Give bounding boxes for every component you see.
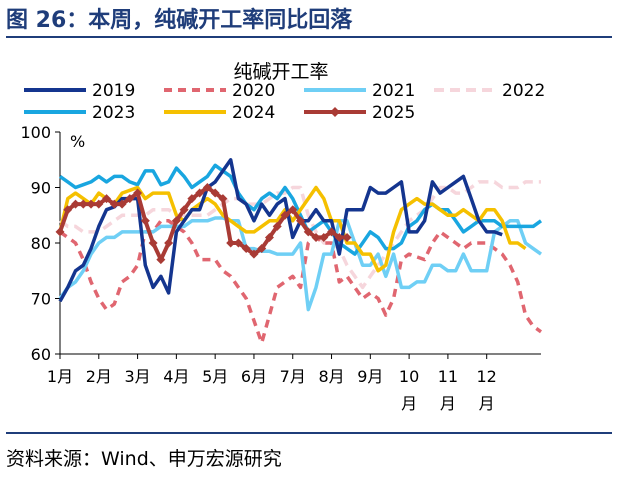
data-point-2025 [78,199,88,209]
data-point-2025 [233,238,243,248]
series-layer [55,158,543,345]
x-tick-label: 8月 [318,367,344,386]
legend-item-2020: 2020 [164,81,275,101]
x-tick-label: 4月 [163,367,189,386]
y-unit-label: % [70,132,85,151]
data-point-2025 [218,194,228,204]
legend-label-2024: 2024 [232,103,275,123]
legend-marker-2025 [330,107,340,117]
x-tick-label: 11 月 [438,367,458,413]
data-point-2025 [280,210,290,220]
legend-label-2021: 2021 [372,81,415,101]
data-point-2025 [257,244,267,254]
data-point-2025 [303,227,313,237]
series-line-2023 [58,163,543,256]
data-point-2025 [187,194,197,204]
data-point-2025 [288,205,298,215]
data-point-2025 [156,255,166,265]
legend-label-2022: 2022 [502,81,545,101]
y-tick-label: 100 [20,123,51,142]
x-tick-label: 10 月 [399,367,419,413]
data-point-2025 [164,238,174,248]
x-tick-label: 7月 [280,367,306,386]
data-point-2025 [102,194,112,204]
data-point-2025 [171,216,181,226]
data-point-2025 [86,199,96,209]
data-point-2025 [249,249,259,259]
legend: 2019 2020 2021 2022 2023 2024 2025 [24,81,545,123]
data-point-2025 [148,238,158,248]
legend-item-2023: 2023 [24,103,135,123]
series-line-2021 [58,216,543,312]
series-line-2024 [58,185,527,273]
y-tick-label: 90 [31,179,51,198]
y-tick-label: 70 [31,290,51,309]
data-point-2025 [272,221,282,231]
data-point-2025 [55,227,65,237]
data-point-2025 [117,199,127,209]
legend-label-2019: 2019 [92,81,135,101]
bottom-rule [6,432,612,434]
data-point-2025 [140,216,150,226]
data-point-2025 [195,188,205,198]
legend-item-2025: 2025 [304,103,415,123]
data-point-2025 [202,183,212,192]
x-tick-label: 9月 [357,367,383,386]
chart-title: 纯碱开工率 [233,61,328,83]
legend-label-2025: 2025 [372,103,415,123]
line-chart: 纯碱开工率 2019 2020 2021 2022 2023 2024 2025 % 60 7… [20,61,545,413]
legend-item-2022: 2022 [434,81,545,101]
y-tick-label: 60 [31,345,51,364]
source-note: 资料来源：Wind、申万宏源研究 [6,448,282,470]
data-point-2025 [327,227,337,237]
x-tick-label: 5月 [202,367,228,386]
legend-item-2021: 2021 [304,81,415,101]
data-point-2025 [264,232,274,242]
data-point-2025 [296,216,305,226]
data-point-2025 [179,205,189,215]
data-point-2025 [241,244,251,254]
legend-label-2023: 2023 [92,103,135,123]
data-point-2025 [71,199,81,209]
x-tick-label: 2月 [86,367,112,386]
data-point-2025 [133,188,143,198]
data-point-2025 [109,199,119,209]
legend-item-2024: 2024 [164,103,275,123]
y-tick-label: 80 [31,234,51,253]
data-point-2025 [311,232,321,242]
x-tick-label: 1月 [47,367,73,386]
data-point-2025 [63,205,73,215]
data-point-2025 [94,199,104,209]
figure-title: 图 26：本周，纯碱开工率同比回落 [6,8,353,33]
data-point-2025 [334,232,344,242]
legend-item-2019: 2019 [24,81,135,101]
x-tick-label: 12 月 [477,367,497,413]
data-point-2025 [210,188,220,198]
data-point-2025 [226,238,236,248]
axes: 60 70 80 90 100 1月 2月 3月 4月 5月 6月 7月 8月 9月 10 月 11 月 12 月 [20,123,541,413]
data-point-2025 [125,194,135,204]
data-point-2025 [342,232,352,242]
top-rule [6,36,612,38]
x-tick-label: 3月 [124,367,150,386]
series-line-2020 [58,219,543,345]
data-point-2025 [319,232,329,242]
x-tick-label: 6月 [241,367,267,386]
legend-label-2020: 2020 [232,81,275,101]
